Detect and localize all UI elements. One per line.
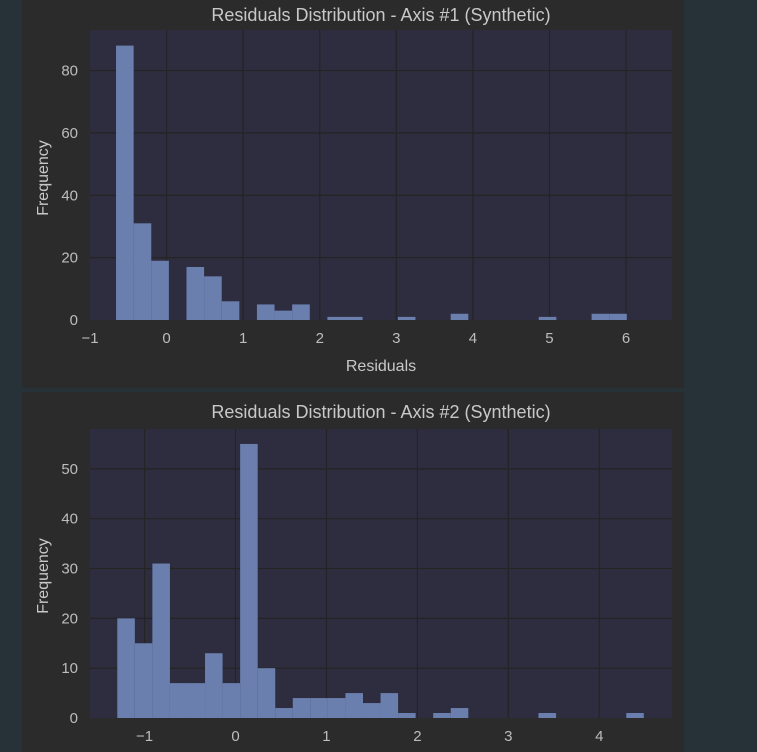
chart-svg: Residuals Distribution - Axis #1 (Synthe… (22, 5, 684, 745)
chart1-bar (204, 276, 222, 320)
chart1-x-tick-label: −1 (81, 330, 98, 347)
chart2-x-tick-label: −1 (136, 728, 153, 745)
chart2-bar (380, 693, 399, 718)
chart1-bar (256, 304, 275, 320)
chart2-bars (117, 443, 644, 718)
chart2-y-tick-label: 10 (61, 660, 78, 677)
chart1-bar (345, 316, 363, 320)
figure: Residuals Distribution - Axis #1 (Synthe… (22, 0, 684, 752)
chart1-title: Residuals Distribution - Axis #1 (Synthe… (211, 5, 550, 25)
chart1-bar (116, 45, 134, 320)
chart2-title: Residuals Distribution - Axis #2 (Synthe… (211, 402, 550, 422)
chart1-bar (538, 316, 557, 320)
chart2-x-tick-label: 0 (231, 728, 239, 745)
chart2-bar (398, 713, 416, 718)
chart2-bar (345, 693, 363, 718)
chart1-bar (151, 260, 169, 320)
chart1-y-tick-label: 80 (61, 63, 78, 80)
chart1-bar (609, 313, 627, 320)
chart2-bar (117, 618, 135, 718)
chart2-bar (222, 683, 241, 718)
chart2-x-tick-label: 4 (595, 728, 603, 745)
chart1-x-tick-label: 3 (392, 330, 400, 347)
chart2-bar (626, 713, 644, 718)
chart2-x-tick-label: 1 (322, 728, 330, 745)
chart1-bar (274, 310, 293, 320)
chart2-bar (450, 708, 469, 718)
chart2-x-ticks: −1 0 1 2 3 4 (136, 728, 603, 745)
chart1-x-tick-label: 1 (239, 330, 247, 347)
chart1-x-tick-label: 0 (162, 330, 170, 347)
chart2-bar (240, 443, 258, 718)
chart1-bar (221, 301, 240, 320)
chart1-bar (292, 304, 310, 320)
chart1-y-tick-label: 40 (61, 187, 78, 204)
chart2-x-tick-label: 3 (504, 728, 512, 745)
chart2-bar (169, 683, 188, 718)
chart2-y-tick-label: 50 (61, 461, 78, 478)
chart2-bar (327, 698, 346, 718)
chart1-bar (186, 266, 205, 320)
chart1-x-ticks: −1 0 1 2 3 4 5 6 (81, 330, 630, 347)
chart1-y-label: Frequency (35, 140, 52, 216)
subplot-gap (22, 388, 684, 392)
chart1-y-tick-label: 60 (61, 125, 78, 142)
chart2-bar (187, 683, 206, 718)
chart1-x-tick-label: 5 (545, 330, 553, 347)
chart1-bar (591, 313, 610, 320)
chart2-y-ticks: 0 10 20 30 40 50 (61, 461, 78, 727)
chart1-y-ticks: 0 20 40 60 80 (61, 63, 78, 329)
chart2-bar (292, 698, 311, 718)
chart1-bar (133, 223, 152, 320)
chart2-bar (538, 713, 557, 718)
chart2-bar (362, 703, 381, 718)
chart2-y-tick-label: 20 (61, 610, 78, 627)
chart2-bar (310, 698, 328, 718)
chart1-y-tick-label: 0 (70, 312, 78, 329)
chart2-y-tick-label: 0 (70, 710, 78, 727)
chart2-bar (152, 563, 170, 718)
chart2-plot-area (90, 429, 672, 718)
chart2-bar (205, 653, 223, 718)
chart1-bar (397, 316, 416, 320)
chart2-x-tick-label: 2 (413, 728, 421, 745)
chart1-x-tick-label: 2 (316, 330, 324, 347)
chart2-bar (257, 668, 276, 718)
chart2-bar (433, 713, 451, 718)
chart1-bar (450, 313, 469, 320)
chart1-y-tick-label: 20 (61, 250, 78, 267)
chart1-grid (90, 30, 672, 320)
chart2-grid (90, 429, 672, 718)
chart1-x-tick-label: 4 (469, 330, 477, 347)
chart1-plot-area (90, 30, 672, 320)
chart2-bar (134, 643, 153, 718)
chart2-y-tick-label: 30 (61, 561, 78, 578)
chart1-bars (116, 45, 627, 320)
chart1-x-label: Residuals (346, 358, 416, 375)
chart1-x-tick-label: 6 (622, 330, 630, 347)
chart2-bar (275, 708, 293, 718)
chart1-bar (327, 316, 346, 320)
chart2-y-label: Frequency (35, 538, 52, 614)
chart2-y-tick-label: 40 (61, 511, 78, 528)
